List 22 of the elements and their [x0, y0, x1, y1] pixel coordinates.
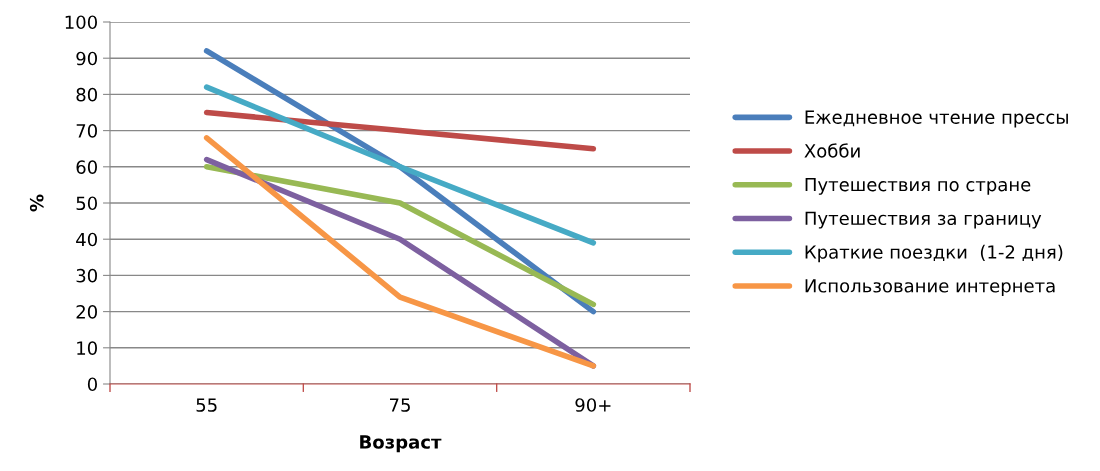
y-tick-label: 0: [87, 377, 97, 392]
y-tick-label: 70: [76, 124, 97, 138]
y-tick-label: 20: [76, 305, 97, 319]
y-tick-label: 80: [76, 87, 97, 102]
y-tick-label: 100: [65, 15, 97, 30]
legend-label: Ежедневное чтение прессы: [805, 110, 1068, 128]
y-tick-label: 10: [77, 341, 97, 355]
x-tick-label: 75: [389, 398, 410, 412]
x-axis-title: Возраст: [360, 435, 442, 453]
y-axis-title: %: [29, 194, 44, 212]
legend-label: Хобби: [804, 143, 860, 158]
x-tick-label: 90+: [575, 398, 611, 412]
legend-label: Использование интернета: [805, 279, 1055, 297]
y-tick-label: 40: [76, 232, 97, 247]
y-tick-label: 60: [76, 160, 97, 174]
legend-label: Путешествия по стране: [805, 177, 1031, 195]
legend-label: Краткие поездки (1-2 дня): [805, 244, 1063, 263]
y-tick-label: 50: [76, 196, 97, 211]
y-tick-label: 90: [76, 51, 97, 66]
legend-label: Путешествия за границу: [805, 211, 1042, 229]
y-tick-label: 30: [76, 268, 97, 283]
x-tick-label: 55: [196, 398, 217, 412]
